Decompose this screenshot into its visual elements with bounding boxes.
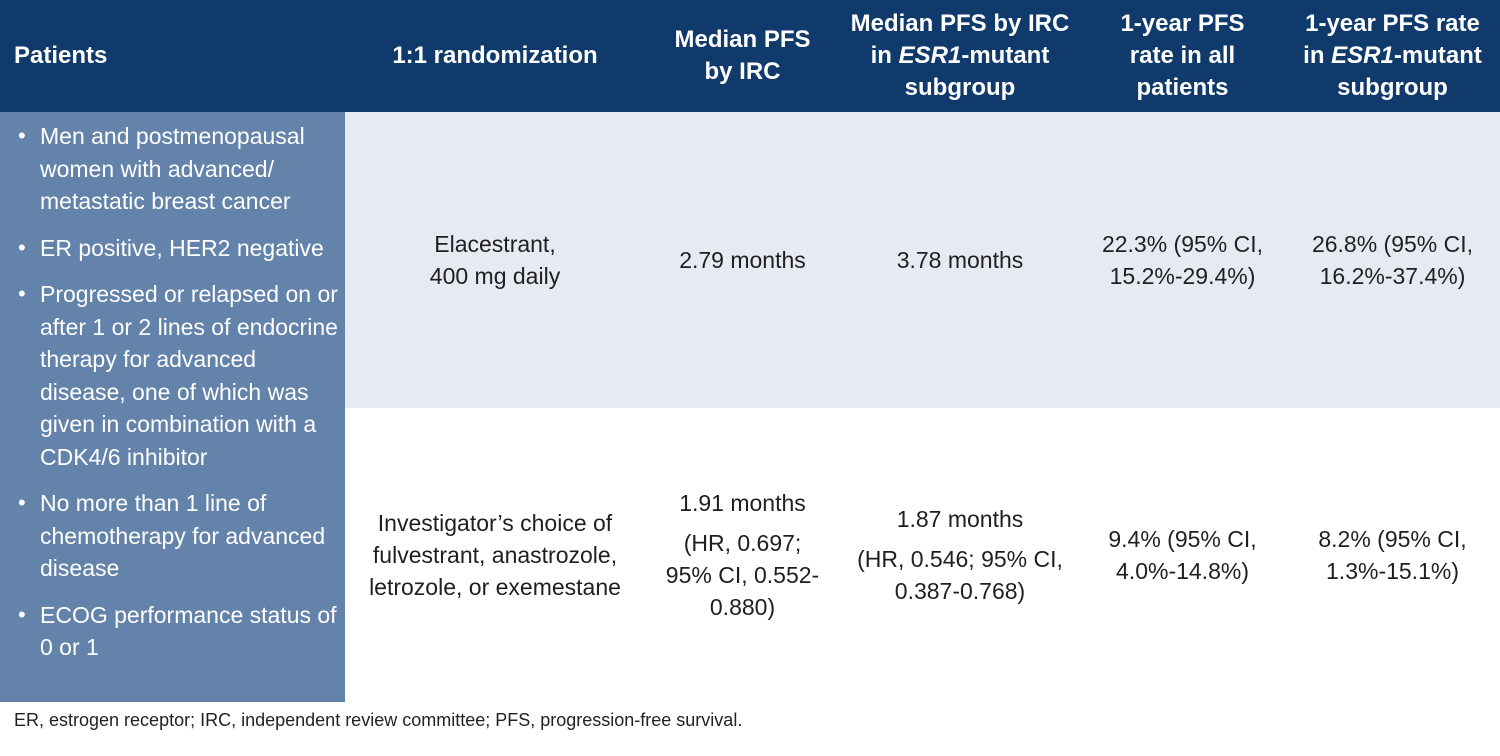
investigator-median-pfs-hr-line3: 0.880) [709, 594, 776, 620]
header-median-esr1-pre: in [870, 42, 899, 69]
table-header: Patients 1:1 randomization Median PFS by… [0, 0, 1500, 112]
elacestrant-median-esr1: 3.78 months [840, 112, 1080, 408]
investigator-median-pfs: 1.91 months (HR, 0.697; 95% CI, 0.552- 0… [645, 408, 840, 702]
elacestrant-rate-all-line2: 15.2%-29.4%) [1109, 263, 1256, 289]
header-rate-esr1-post: -mutant [1393, 42, 1482, 69]
list-item: ECOG performance status of 0 or 1 [18, 599, 339, 664]
elacestrant-arm: Elacestrant, 400 mg daily [345, 112, 645, 408]
header-rate-all-line2: rate in all [1129, 42, 1236, 69]
elacestrant-rate-all-line1: 22.3% (95% CI, [1101, 231, 1264, 257]
header-rate-esr1-line1: 1-year PFS rate [1305, 10, 1480, 37]
elacestrant-rate-esr1-line1: 26.8% (95% CI, [1311, 231, 1474, 257]
list-item: ER positive, HER2 negative [18, 232, 339, 265]
investigator-median-esr1-value: 1.87 months [896, 506, 1024, 532]
header-rate-all: 1-year PFS rate in all patients [1080, 0, 1285, 112]
header-median-esr1: Median PFS by IRC in ESR1-mutant subgrou… [840, 0, 1080, 112]
header-patients: Patients [0, 0, 359, 112]
header-median-pfs: Median PFS by IRC [645, 0, 840, 112]
investigator-arm-line2: fulvestrant, anastrozole, [372, 542, 618, 568]
header-randomization: 1:1 randomization [345, 0, 645, 112]
header-rate-esr1-pre: in [1303, 42, 1332, 69]
investigator-median-pfs-hr-line2: 95% CI, 0.552- [665, 562, 820, 588]
header-rate-esr1-line3: subgroup [1337, 74, 1448, 101]
header-median-pfs-line2: by IRC [704, 58, 781, 85]
header-rate-all-line3: patients [1136, 74, 1229, 101]
investigator-median-esr1-hr-line2: 0.387-0.768) [894, 578, 1026, 604]
investigator-arm-line3: letrozole, or exemestane [369, 574, 621, 600]
header-median-esr1-gene: ESR1 [898, 42, 962, 69]
patient-criteria-list: Men and postmenopausal women with advanc… [0, 112, 345, 664]
investigator-median-esr1-hr-line1: (HR, 0.546; 95% CI, [857, 546, 1063, 572]
header-patients-label: Patients [14, 42, 108, 69]
header-rate-esr1: 1-year PFS rate in ESR1-mutant subgroup [1285, 0, 1500, 112]
header-median-esr1-line1: Median PFS by IRC [850, 10, 1070, 37]
list-item: Men and postmenopausal women with advanc… [18, 120, 339, 218]
elacestrant-median-esr1-value: 3.78 months [896, 247, 1024, 273]
investigator-rate-all-line2: 4.0%-14.8%) [1116, 558, 1249, 584]
investigator-rate-esr1: 8.2% (95% CI, 1.3%-15.1%) [1285, 408, 1500, 702]
header-median-esr1-line3: subgroup [904, 74, 1016, 101]
elacestrant-rate-esr1: 26.8% (95% CI, 16.2%-37.4%) [1285, 112, 1500, 408]
investigator-arm-line1: Investigator’s choice of [377, 510, 613, 536]
header-rate-all-line1: 1-year PFS [1120, 10, 1245, 37]
list-item: No more than 1 line of chemotherapy for … [18, 487, 339, 585]
investigator-arm: Investigator’s choice of fulvestrant, an… [345, 408, 645, 702]
patients-column: Men and postmenopausal women with advanc… [0, 112, 345, 702]
header-median-pfs-line1: Median PFS [674, 26, 811, 53]
investigator-median-esr1: 1.87 months (HR, 0.546; 95% CI, 0.387-0.… [840, 408, 1080, 702]
list-item: Progressed or relapsed on or after 1 or … [18, 278, 339, 473]
elacestrant-arm-line2: 400 mg daily [429, 263, 561, 289]
header-randomization-label: 1:1 randomization [392, 42, 598, 69]
investigator-median-pfs-value: 1.91 months [679, 490, 806, 516]
header-median-esr1-line2: in ESR1-mutant [851, 40, 1070, 72]
header-rate-esr1-line2: in ESR1-mutant [1303, 40, 1482, 72]
investigator-median-pfs-hr-line1: (HR, 0.697; [683, 530, 802, 556]
elacestrant-rate-esr1-line2: 16.2%-37.4%) [1319, 263, 1466, 289]
investigator-rate-all: 9.4% (95% CI, 4.0%-14.8%) [1080, 408, 1285, 702]
elacestrant-median-pfs-value: 2.79 months [679, 247, 806, 273]
elacestrant-rate-all: 22.3% (95% CI, 15.2%-29.4%) [1080, 112, 1285, 408]
footnote: ER, estrogen receptor; IRC, independent … [14, 710, 743, 730]
investigator-rate-esr1-line2: 1.3%-15.1%) [1326, 558, 1459, 584]
header-median-esr1-post: -mutant [961, 42, 1050, 69]
elacestrant-median-pfs: 2.79 months [645, 112, 840, 408]
header-rate-esr1-gene: ESR1 [1331, 42, 1394, 69]
table-row: Elacestrant, 400 mg daily 2.79 months 3.… [345, 112, 1500, 408]
investigator-rate-all-line1: 9.4% (95% CI, [1108, 526, 1257, 552]
investigator-rate-esr1-line1: 8.2% (95% CI, [1318, 526, 1467, 552]
table-row: Investigator’s choice of fulvestrant, an… [345, 408, 1500, 702]
elacestrant-arm-line1: Elacestrant, [434, 231, 556, 257]
